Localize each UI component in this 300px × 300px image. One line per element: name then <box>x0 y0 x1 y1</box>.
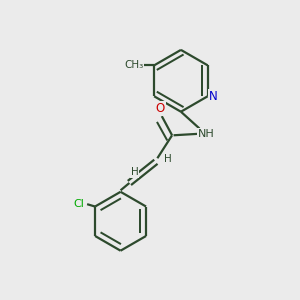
Text: H: H <box>131 167 139 177</box>
Text: CH₃: CH₃ <box>124 60 143 70</box>
Text: N: N <box>208 90 217 103</box>
Text: NH: NH <box>198 129 214 139</box>
Text: O: O <box>156 102 165 115</box>
Text: Cl: Cl <box>74 199 84 209</box>
Text: H: H <box>164 154 172 164</box>
